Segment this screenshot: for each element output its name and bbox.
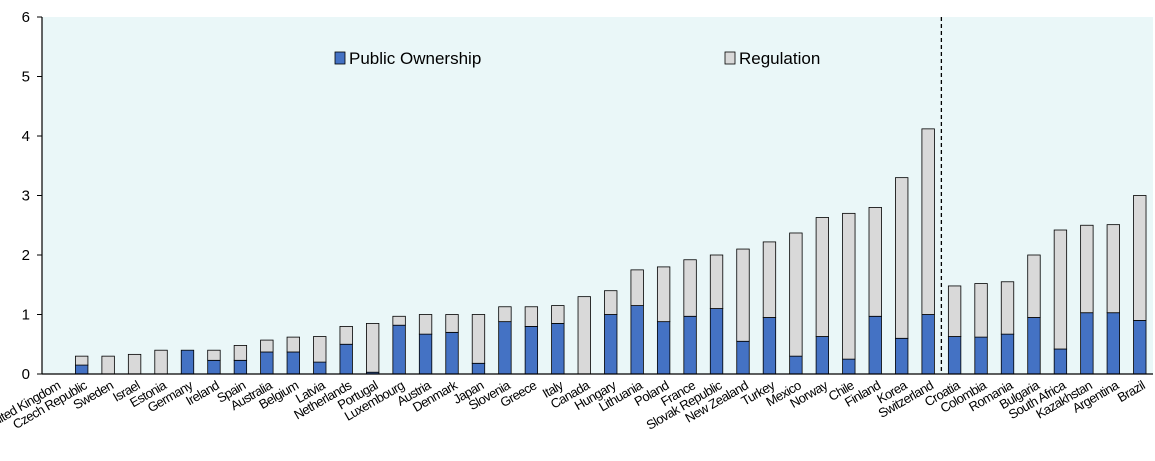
bar-public-ownership xyxy=(683,315,697,375)
bar-regulation xyxy=(418,314,433,335)
bar-regulation xyxy=(127,353,142,375)
bar-public-ownership xyxy=(762,317,777,375)
bar-regulation xyxy=(1080,224,1094,314)
y-axis: 0 1 2 3 4 5 6 xyxy=(22,9,42,383)
bar-regulation xyxy=(762,241,777,318)
bar-regulation xyxy=(1106,224,1120,314)
legend-swatch xyxy=(334,51,346,65)
bar-public-ownership xyxy=(1080,312,1094,375)
plot-area xyxy=(42,17,1153,374)
bar-regulation xyxy=(233,345,248,361)
bar-regulation xyxy=(339,325,353,345)
y-tick-label: 6 xyxy=(22,9,30,26)
bar-public-ownership xyxy=(260,351,274,375)
bar-regulation xyxy=(392,315,406,326)
bar-regulation xyxy=(656,266,671,323)
bar-public-ownership xyxy=(974,336,988,375)
bar-public-ownership xyxy=(498,321,512,375)
bar-public-ownership xyxy=(789,355,803,375)
bar-regulation xyxy=(1000,281,1015,335)
bar-public-ownership xyxy=(75,364,89,375)
bar-regulation xyxy=(313,336,327,363)
y-tick-label: 4 xyxy=(22,128,30,145)
bar-public-ownership xyxy=(471,362,486,375)
bar-regulation xyxy=(1053,229,1068,350)
y-tick-label: 0 xyxy=(22,366,30,383)
bar-public-ownership xyxy=(895,337,909,375)
bar-public-ownership xyxy=(709,308,724,375)
x-tick-label: Brazil xyxy=(1115,377,1148,405)
bar-public-ownership xyxy=(656,321,671,375)
bar-public-ownership xyxy=(207,359,221,375)
bar-regulation xyxy=(1133,195,1147,321)
bar-public-ownership xyxy=(630,305,644,375)
bar-regulation xyxy=(101,355,115,375)
bars xyxy=(75,128,1147,375)
bar-public-ownership xyxy=(1053,348,1068,375)
bar-public-ownership xyxy=(1133,320,1147,375)
bar-public-ownership xyxy=(418,333,433,375)
bar-regulation xyxy=(947,285,962,337)
bar-public-ownership xyxy=(551,323,565,375)
bar-public-ownership xyxy=(868,315,882,375)
legend-label: Public Ownership xyxy=(349,49,481,68)
bar-regulation xyxy=(709,254,724,309)
bar-regulation xyxy=(1027,254,1041,318)
bar-regulation xyxy=(842,212,856,360)
y-tick-label: 3 xyxy=(22,188,30,205)
bar-public-ownership xyxy=(1000,333,1015,375)
bar-public-ownership xyxy=(233,359,248,375)
bar-public-ownership xyxy=(947,336,962,375)
bar-public-ownership xyxy=(736,340,750,375)
bar-regulation xyxy=(471,314,486,364)
bar-public-ownership xyxy=(313,361,327,375)
bar-public-ownership xyxy=(1106,312,1120,375)
bar-regulation xyxy=(895,177,909,339)
bar-public-ownership xyxy=(524,325,539,375)
bar-public-ownership xyxy=(286,351,300,375)
bar-regulation xyxy=(524,306,539,327)
bar-regulation xyxy=(207,349,221,361)
bar-regulation xyxy=(498,306,512,323)
bar-regulation xyxy=(260,339,274,353)
bar-regulation xyxy=(921,128,935,315)
legend: Public Ownership Regulation xyxy=(334,49,820,68)
bar-public-ownership xyxy=(921,314,935,375)
bar-regulation xyxy=(815,217,829,337)
bar-public-ownership xyxy=(604,314,618,375)
bar-public-ownership xyxy=(180,349,195,375)
bar-public-ownership xyxy=(815,336,829,375)
bar-regulation xyxy=(577,296,591,375)
bar-regulation xyxy=(154,349,168,375)
bar-regulation xyxy=(974,283,988,338)
bar-public-ownership xyxy=(842,358,856,375)
bar-regulation xyxy=(789,232,803,357)
bar-regulation xyxy=(736,248,750,342)
bar-regulation xyxy=(551,305,565,324)
bar-public-ownership xyxy=(1027,317,1041,375)
bar-public-ownership xyxy=(445,331,459,375)
y-tick-label: 1 xyxy=(22,307,30,324)
y-tick-label: 5 xyxy=(22,69,30,86)
bar-regulation xyxy=(604,290,618,315)
bar-regulation xyxy=(286,336,300,353)
legend-swatch xyxy=(724,51,736,65)
bar-regulation xyxy=(445,314,459,333)
bar-regulation xyxy=(75,355,89,366)
bar-public-ownership xyxy=(339,343,353,375)
bar-regulation xyxy=(683,259,697,317)
bar-public-ownership xyxy=(392,324,406,375)
bar-regulation xyxy=(366,323,380,373)
bar-regulation xyxy=(868,206,882,317)
legend-label: Regulation xyxy=(739,49,820,68)
y-tick-label: 2 xyxy=(22,247,30,264)
bar-regulation xyxy=(630,269,644,306)
